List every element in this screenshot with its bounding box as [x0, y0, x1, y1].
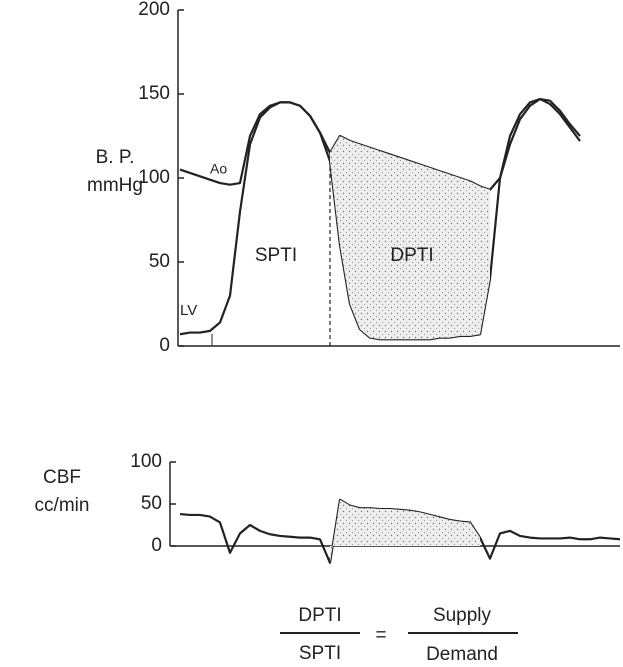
annotation: DPTI — [390, 245, 433, 266]
y-label: cc/min — [35, 495, 90, 516]
y-tick-label: 50 — [149, 251, 170, 272]
formula-text: Supply — [433, 605, 492, 626]
y-tick-label: 50 — [141, 493, 162, 514]
shaded-area — [330, 499, 480, 563]
y-tick-label: 100 — [130, 451, 162, 472]
y-label: CBF — [43, 467, 81, 488]
y-label: B. P. — [96, 147, 135, 168]
formula-text: = — [375, 625, 386, 646]
formula-text: DPTI — [298, 605, 341, 626]
y-tick-label: 0 — [159, 335, 170, 356]
y-tick-label: 150 — [138, 83, 170, 104]
shaded-area — [330, 136, 490, 340]
annotation: LV — [180, 302, 197, 319]
y-label: mmHg — [87, 175, 143, 196]
formula-text: Demand — [426, 644, 498, 665]
annotation: SPTI — [255, 245, 297, 266]
y-tick-label: 200 — [138, 0, 170, 20]
annotation: Ao — [210, 161, 227, 177]
y-tick-label: 0 — [151, 535, 162, 556]
y-tick-label: 100 — [138, 167, 170, 188]
formula-text: SPTI — [299, 643, 341, 664]
